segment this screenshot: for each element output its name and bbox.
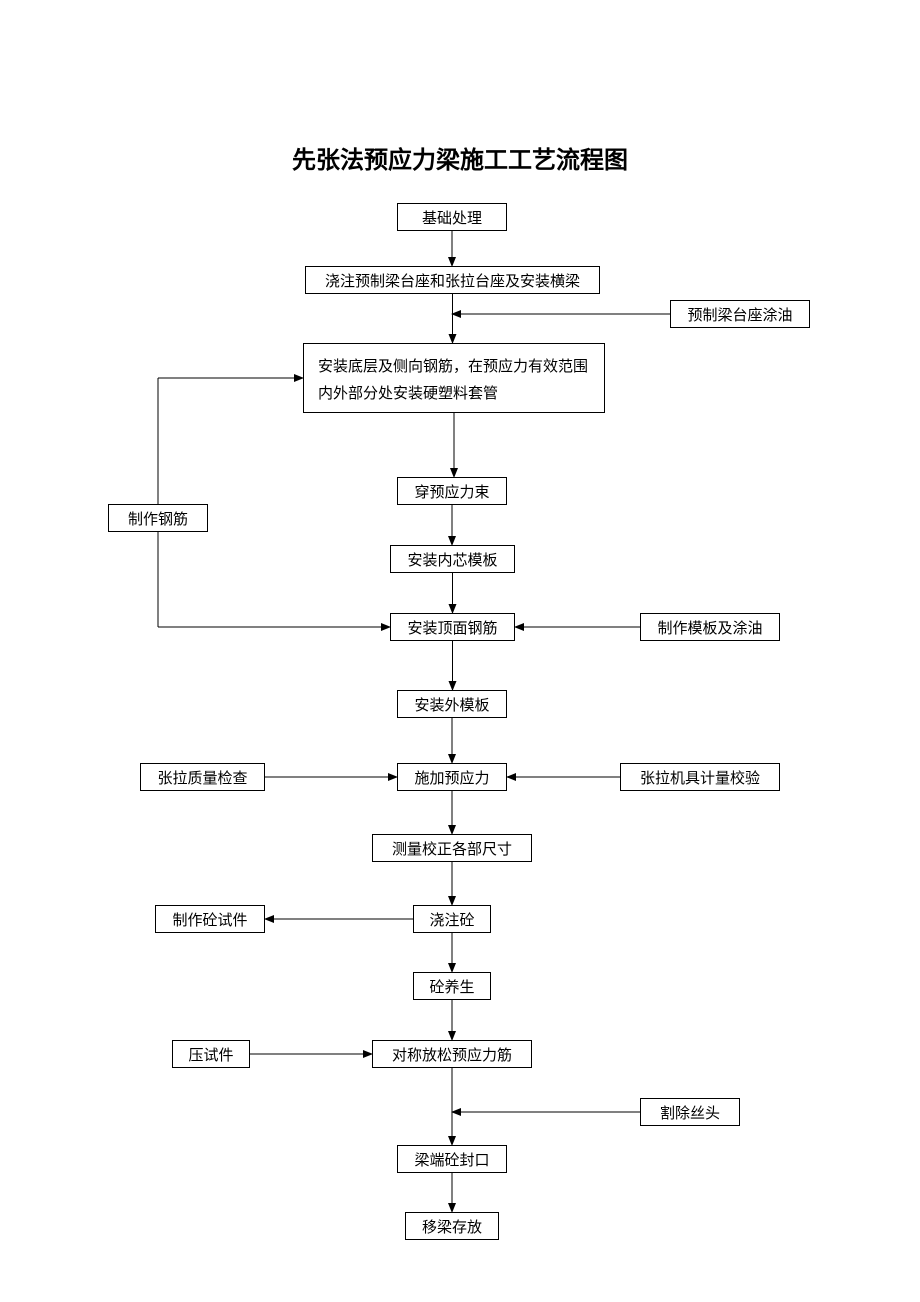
flowchart-node: 张拉机具计量校验 <box>620 763 780 791</box>
page-title: 先张法预应力梁施工工艺流程图 <box>0 140 920 175</box>
flowchart-node: 浇注预制梁台座和张拉台座及安装横梁 <box>305 266 600 294</box>
flowchart-node: 安装底层及侧向钢筋，在预应力有效范围内外部分处安装硬塑料套管 <box>303 343 605 413</box>
flowchart-node: 穿预应力束 <box>397 477 507 505</box>
flowchart-node: 割除丝头 <box>640 1098 740 1126</box>
flowchart-node: 砼养生 <box>413 972 491 1000</box>
flowchart-node: 制作钢筋 <box>108 504 208 532</box>
flowchart-node: 基础处理 <box>397 203 507 231</box>
flowchart-node: 压试件 <box>172 1040 250 1068</box>
flowchart-node: 测量校正各部尺寸 <box>372 834 532 862</box>
flowchart-node: 对称放松预应力筋 <box>372 1040 532 1068</box>
flowchart-node: 施加预应力 <box>397 763 507 791</box>
flowchart-node: 梁端砼封口 <box>397 1145 507 1173</box>
flowchart-node: 制作模板及涂油 <box>640 613 780 641</box>
flowchart-node: 安装内芯模板 <box>390 545 515 573</box>
flowchart-node: 安装外模板 <box>397 690 507 718</box>
flowchart-node: 移梁存放 <box>405 1212 499 1240</box>
flowchart-node: 安装顶面钢筋 <box>390 613 515 641</box>
flowchart-node: 张拉质量检查 <box>140 763 265 791</box>
flowchart-arrows <box>0 0 920 1302</box>
flowchart-node: 预制梁台座涂油 <box>670 300 810 328</box>
flowchart-node: 制作砼试件 <box>155 905 265 933</box>
flowchart-node: 浇注砼 <box>413 905 491 933</box>
